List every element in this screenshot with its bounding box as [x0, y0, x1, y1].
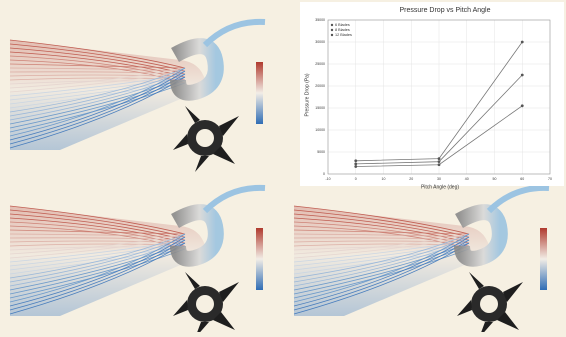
data-point [521, 74, 524, 77]
y-tick-label: 5000 [317, 150, 325, 154]
data-point [521, 104, 524, 107]
legend-label: 8 Blades [335, 28, 350, 32]
y-tick-label: 35000 [315, 18, 325, 22]
x-tick-label: 30 [437, 177, 441, 181]
x-tick-label: 40 [465, 177, 469, 181]
y-tick-label: 0 [323, 172, 325, 176]
cfd-panel [294, 188, 549, 332]
data-point [438, 160, 441, 163]
legend-marker [331, 29, 333, 31]
y-tick-label: 25000 [315, 62, 325, 66]
data-point [438, 163, 441, 166]
data-point [438, 157, 441, 160]
legend-marker [331, 34, 333, 36]
legend-label: 6 Blades [335, 23, 350, 27]
data-point [521, 41, 524, 44]
x-tick-label: 60 [520, 177, 524, 181]
chart-title: Pressure Drop vs Pitch Angle [399, 7, 490, 14]
y-tick-label: 30000 [315, 40, 325, 44]
x-tick-label: 70 [548, 177, 552, 181]
x-tick-label: -10 [325, 177, 330, 181]
legend-marker [331, 24, 333, 26]
y-tick-label: 15000 [315, 106, 325, 110]
x-tick-label: 50 [493, 177, 497, 181]
x-tick-label: 20 [409, 177, 413, 181]
cfd-panel [10, 188, 265, 332]
data-point [354, 159, 357, 162]
y-axis-label: Pressure Drop (Pa) [304, 73, 310, 116]
cfd-panel [10, 22, 265, 172]
y-tick-label: 20000 [315, 84, 325, 88]
x-tick-label: 10 [382, 177, 386, 181]
data-point [354, 165, 357, 168]
x-axis-label: Pitch Angle (deg) [421, 184, 459, 190]
data-point [354, 162, 357, 165]
x-tick-label: 0 [355, 177, 357, 181]
legend-label: 12 Blades [335, 33, 352, 37]
figure: Pressure Drop vs Pitch Angle Pitch Angle… [0, 0, 566, 332]
y-tick-label: 10000 [315, 128, 325, 132]
